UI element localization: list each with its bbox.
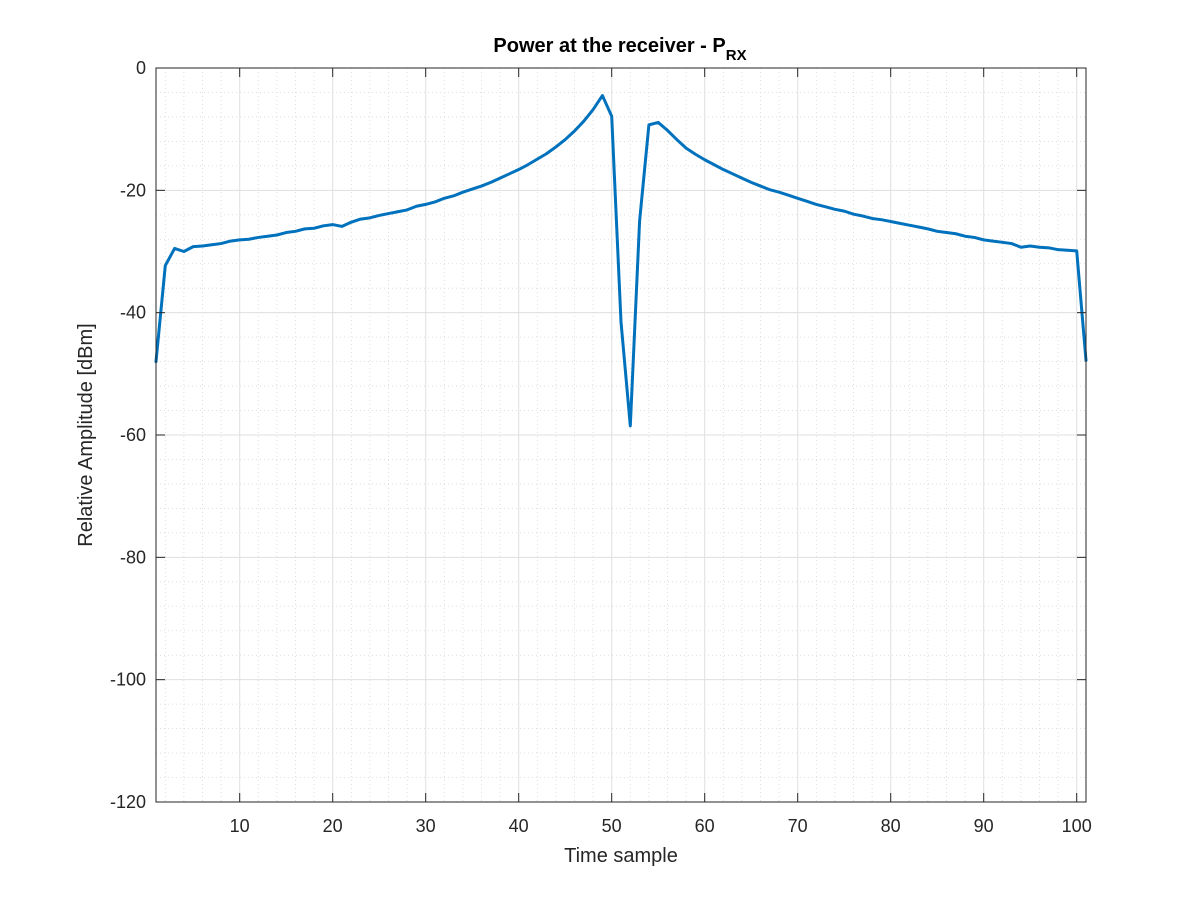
y-tick-labels: 0 -20 -40 -60 -80 -100 -120 (110, 58, 146, 812)
series-line-p-rx (154, 94, 1088, 428)
x-tick-label: 60 (695, 816, 715, 836)
y-tick-label: -120 (110, 792, 146, 812)
x-tick-label: 100 (1062, 816, 1092, 836)
x-tick-label: 30 (416, 816, 436, 836)
y-axis-label: Relative Amplitude [dBm] (75, 323, 97, 546)
x-axis-label: Time sample (564, 845, 678, 867)
x-tick-label: 80 (881, 816, 901, 836)
y-tick-label: -20 (120, 180, 146, 200)
x-tick-label: 40 (509, 816, 529, 836)
x-tick-label: 10 (230, 816, 250, 836)
x-tick-labels: 10 20 30 40 50 60 70 80 90 100 (230, 816, 1092, 836)
x-tick-label: 20 (323, 816, 343, 836)
x-tick-label: 90 (974, 816, 994, 836)
y-tick-label: -60 (120, 425, 146, 445)
y-tick-label: -100 (110, 670, 146, 690)
chart-title: Power at the receiver - PRX (493, 35, 746, 64)
x-tick-label: 70 (788, 816, 808, 836)
chart-title-main: Power at the receiver - P (493, 35, 725, 57)
y-tick-label: 0 (136, 58, 146, 78)
y-tick-label: -80 (120, 547, 146, 567)
chart-title-subscript: RX (726, 47, 747, 64)
series-layer (154, 94, 1088, 428)
major-grid (156, 67, 1086, 803)
tick-marks (156, 67, 1086, 803)
y-tick-label: -40 (120, 303, 146, 323)
x-tick-label: 50 (602, 816, 622, 836)
